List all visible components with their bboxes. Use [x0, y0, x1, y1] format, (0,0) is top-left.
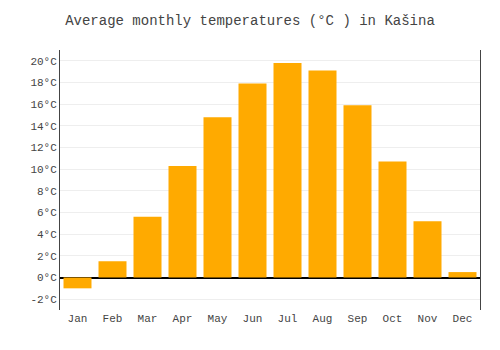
svg-text:Nov: Nov — [418, 313, 438, 325]
svg-text:18°C: 18°C — [30, 77, 57, 89]
svg-text:Apr: Apr — [173, 313, 193, 325]
svg-text:May: May — [208, 313, 228, 325]
svg-text:Aug: Aug — [313, 313, 333, 325]
svg-text:Feb: Feb — [103, 313, 123, 325]
svg-text:16°C: 16°C — [30, 99, 57, 111]
svg-text:12°C: 12°C — [30, 142, 57, 154]
svg-text:2°C: 2°C — [37, 251, 57, 263]
svg-text:4°C: 4°C — [37, 229, 57, 241]
svg-text:Jun: Jun — [243, 313, 263, 325]
svg-text:Sep: Sep — [348, 313, 368, 325]
svg-text:Dec: Dec — [453, 313, 473, 325]
svg-text:14°C: 14°C — [30, 121, 57, 133]
svg-text:Average monthly temperatures (: Average monthly temperatures (°C ) in Ka… — [65, 13, 435, 29]
svg-text:20°C: 20°C — [30, 56, 57, 68]
svg-text:8°C: 8°C — [37, 186, 57, 198]
svg-text:-2°C: -2°C — [30, 294, 57, 306]
svg-text:Jul: Jul — [278, 313, 298, 325]
svg-text:10°C: 10°C — [30, 164, 57, 176]
svg-text:0°C: 0°C — [37, 272, 57, 284]
svg-text:Oct: Oct — [383, 313, 403, 325]
svg-text:Jan: Jan — [68, 313, 88, 325]
svg-text:6°C: 6°C — [37, 207, 57, 219]
svg-text:Mar: Mar — [138, 313, 158, 325]
